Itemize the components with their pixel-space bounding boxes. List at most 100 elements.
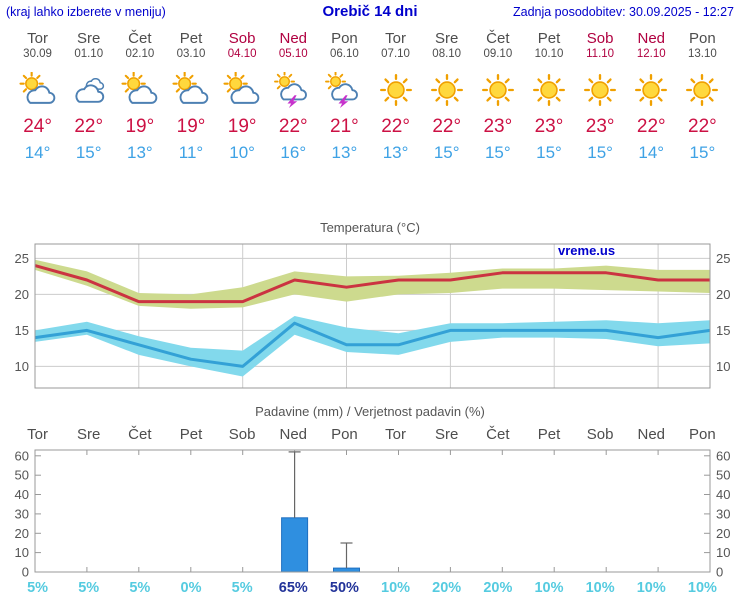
svg-text:15: 15	[15, 323, 29, 338]
low-temp: 15°	[689, 143, 716, 162]
svg-text:20: 20	[716, 526, 730, 541]
high-temp: 22°	[74, 116, 104, 137]
temperature-chart: 10 10 15 15 20 20 25 25	[15, 243, 730, 389]
svg-text:40: 40	[15, 487, 29, 502]
precip-day-label: Sob	[586, 426, 614, 443]
low-temp: 15°	[536, 143, 562, 162]
day-column: Sob 04.10 19° 10°	[217, 30, 268, 163]
svg-text:60: 60	[15, 448, 29, 463]
high-temp: 22°	[381, 116, 410, 137]
precip-probability: 10%	[534, 580, 564, 596]
low-temp: 10°	[229, 143, 255, 162]
precipitation-chart: 0 0 10 10 20 20 30 30 40 40 50 50 60 60	[15, 448, 731, 579]
svg-text:20: 20	[15, 526, 29, 541]
day-date: 12.10	[636, 48, 666, 60]
day-column: Sre 01.10 22° 15°	[63, 30, 114, 163]
low-temp: 13°	[126, 143, 153, 162]
precip-probability: 50%	[329, 580, 359, 596]
precip-day-label: Tor	[385, 426, 406, 443]
day-column: Sre 08.10 22° 15°	[421, 30, 472, 163]
precip-day-label: Sre	[435, 426, 459, 443]
day-name: Sre	[435, 30, 459, 47]
last-update-text: Zadnja posodobitev: 30.09.2025 - 12:27	[512, 5, 734, 19]
svg-text:25: 25	[716, 251, 730, 266]
precip-day-label: Sob	[228, 426, 256, 443]
day-date: 02.10	[125, 48, 155, 60]
svg-text:0: 0	[22, 565, 29, 579]
storm-weather-icon	[268, 71, 319, 110]
precip-day-label-row: Tor Sre Čet Pet Sob Ned Pon Tor Sre Čet Pet Sob Ned P…	[12, 426, 728, 443]
cloudy-weather-icon	[63, 72, 114, 110]
day-name: Čet	[128, 30, 152, 47]
day-date: 11.10	[586, 48, 615, 60]
day-name: Sob	[228, 30, 256, 47]
day-name: Pon	[689, 30, 716, 47]
low-temp: 14°	[638, 143, 665, 162]
day-name: Ned	[637, 30, 666, 47]
day-column: Pon 06.10 21° 13°	[319, 30, 370, 163]
day-date: 09.10	[483, 48, 513, 60]
precip-probability: 10%	[585, 580, 615, 596]
day-name: Pet	[179, 30, 203, 47]
precip-probability: 20%	[432, 580, 462, 596]
forecast-strip: Tor 30.09 24° 14° Sre 01.10 22° 15° Čet 02.10 19° 1…	[12, 30, 728, 163]
svg-text:50: 50	[15, 468, 29, 483]
precip-day-label: Pon	[689, 426, 716, 443]
svg-text:10: 10	[716, 545, 730, 560]
svg-text:40: 40	[716, 487, 730, 502]
low-temp: 15°	[484, 143, 511, 162]
svg-text:25: 25	[15, 251, 29, 266]
watermark-text: vreme.us	[558, 243, 616, 258]
day-name: Sob	[586, 30, 614, 47]
low-temp: 13°	[382, 143, 409, 162]
low-temp: 15°	[587, 143, 613, 162]
high-temp: 23°	[483, 116, 513, 137]
low-temp: 16°	[280, 143, 307, 162]
svg-text:60: 60	[716, 448, 730, 463]
day-column: Čet 09.10 23° 15°	[472, 30, 523, 163]
precip-probability: 5%	[78, 580, 100, 596]
day-date: 04.10	[227, 48, 257, 60]
precip-probability: 10%	[381, 580, 411, 596]
day-date: 06.10	[330, 48, 359, 60]
svg-text:15: 15	[716, 323, 730, 338]
day-name: Pon	[331, 30, 358, 47]
page-title: Orebič 14 dni	[322, 3, 418, 20]
low-temp: 14°	[24, 143, 51, 162]
partly-weather-icon	[165, 71, 216, 110]
day-date: 05.10	[278, 48, 308, 60]
svg-text:20: 20	[15, 287, 29, 302]
precip-probability: 0%	[180, 580, 202, 596]
day-date: 07.10	[381, 48, 410, 60]
precip-day-label: Pet	[537, 426, 561, 443]
day-column: Tor 30.09 24° 14°	[12, 30, 63, 163]
precip-day-label: Čet	[128, 426, 152, 443]
day-date: 03.10	[176, 48, 206, 60]
svg-text:10: 10	[716, 359, 730, 374]
low-temp: 15°	[433, 143, 460, 162]
svg-text:50: 50	[716, 468, 730, 483]
day-date: 01.10	[74, 48, 104, 60]
svg-text:10: 10	[15, 545, 29, 560]
precip-day-label: Pet	[179, 426, 203, 443]
high-temp: 22°	[432, 116, 462, 137]
precip-probability: 5%	[129, 580, 151, 596]
menu-hint-text: (kraj lahko izberete v meniju)	[6, 5, 166, 19]
high-temp: 21°	[330, 116, 359, 137]
sunny-weather-icon	[370, 72, 421, 110]
precip-probability: 65%	[278, 580, 308, 596]
high-temp: 19°	[227, 116, 257, 137]
svg-text:0: 0	[716, 565, 723, 579]
precip-day-label: Sre	[77, 426, 101, 443]
partly-weather-icon	[114, 71, 165, 110]
precipitation-chart-title: Padavine (mm) / Verjetnost padavin (%)	[255, 404, 485, 419]
sunny-weather-icon	[421, 72, 472, 110]
precip-probability: 5%	[231, 580, 253, 596]
day-name: Tor	[385, 30, 406, 47]
day-date: 08.10	[432, 48, 462, 60]
precip-probability: 5%	[27, 580, 49, 596]
day-column: Pet 03.10 19° 11°	[165, 30, 216, 163]
day-column: Ned 12.10 22° 14°	[626, 30, 677, 163]
day-column: Ned 05.10 22° 16°	[268, 30, 319, 163]
